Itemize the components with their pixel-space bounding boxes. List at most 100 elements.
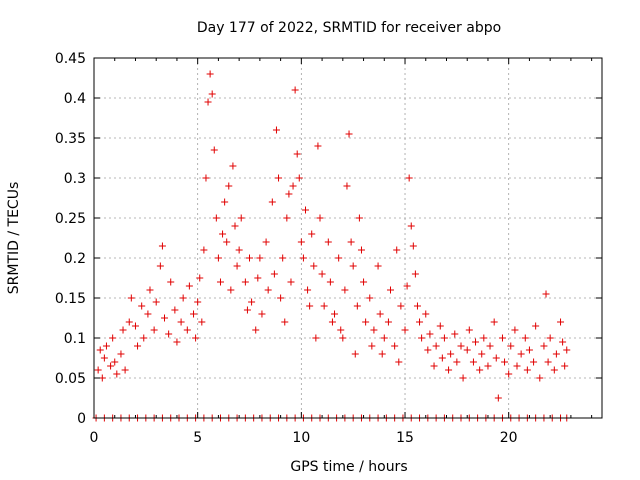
data-point xyxy=(109,334,117,342)
data-point xyxy=(113,370,121,378)
data-point xyxy=(140,334,148,342)
data-point xyxy=(111,358,119,366)
data-point xyxy=(472,338,480,346)
data-point xyxy=(521,334,529,342)
data-point xyxy=(179,294,187,302)
data-point xyxy=(453,358,461,366)
data-point xyxy=(223,238,231,246)
data-point xyxy=(156,262,164,270)
y-tick-label: 0.2 xyxy=(64,251,86,267)
data-point xyxy=(343,182,351,190)
data-point xyxy=(216,278,224,286)
data-point xyxy=(552,350,560,358)
y-tick-label: 0.05 xyxy=(55,371,86,387)
data-point xyxy=(200,246,208,254)
data-point xyxy=(463,346,471,354)
data-point xyxy=(409,242,417,250)
data-point xyxy=(308,230,316,238)
data-point xyxy=(440,334,448,342)
data-point xyxy=(297,238,305,246)
data-point xyxy=(237,214,245,222)
data-point xyxy=(204,98,212,106)
data-point xyxy=(134,342,142,350)
data-point xyxy=(374,262,382,270)
data-point xyxy=(301,206,309,214)
data-point xyxy=(384,318,392,326)
data-point xyxy=(347,238,355,246)
data-point xyxy=(351,350,359,358)
data-point xyxy=(268,198,276,206)
data-point xyxy=(457,342,465,350)
data-point xyxy=(119,326,127,334)
y-tick-label: 0 xyxy=(77,411,86,427)
data-point xyxy=(146,286,154,294)
data-point xyxy=(252,326,260,334)
data-point xyxy=(492,354,500,362)
data-point xyxy=(287,278,295,286)
data-point xyxy=(424,346,432,354)
data-point xyxy=(422,310,430,318)
data-point xyxy=(295,174,303,182)
data-point xyxy=(366,294,374,302)
data-point xyxy=(563,346,571,354)
y-tick-label: 0.4 xyxy=(64,91,86,107)
data-point xyxy=(221,198,229,206)
data-point xyxy=(525,346,533,354)
data-point xyxy=(277,294,285,302)
points-layer xyxy=(92,70,571,422)
data-point xyxy=(225,182,233,190)
data-point xyxy=(353,302,361,310)
data-point xyxy=(357,246,365,254)
ticks-layer: 0 0.05 0.1 0.15 0.2 0.25 0.3 0.35 0.4 0.45 0 5 10 15 2… xyxy=(55,51,602,446)
data-point xyxy=(173,338,181,346)
data-point xyxy=(206,70,214,78)
data-point xyxy=(459,374,467,382)
data-point xyxy=(219,230,227,238)
data-point xyxy=(391,342,399,350)
data-point xyxy=(559,338,567,346)
data-point xyxy=(177,318,185,326)
data-point xyxy=(254,274,262,282)
data-point xyxy=(192,334,200,342)
data-point xyxy=(370,326,378,334)
data-point xyxy=(231,222,239,230)
data-point xyxy=(355,214,363,222)
data-point xyxy=(117,350,125,358)
data-point xyxy=(513,362,521,370)
data-point xyxy=(320,302,328,310)
data-point xyxy=(96,346,104,354)
data-point xyxy=(490,318,498,326)
data-point xyxy=(270,270,278,278)
data-point xyxy=(324,238,332,246)
data-point xyxy=(331,310,339,318)
data-point xyxy=(523,366,531,374)
x-tick-label: 5 xyxy=(193,430,202,446)
data-point xyxy=(194,298,202,306)
data-point xyxy=(198,318,206,326)
data-point xyxy=(283,214,291,222)
data-point xyxy=(507,342,515,350)
data-point xyxy=(144,310,152,318)
data-point xyxy=(405,174,413,182)
data-point xyxy=(304,286,312,294)
grid-layer xyxy=(94,58,602,418)
data-point xyxy=(476,366,484,374)
data-point xyxy=(345,130,353,138)
data-point xyxy=(100,354,108,362)
data-point xyxy=(121,366,129,374)
data-point xyxy=(289,182,297,190)
data-point xyxy=(430,362,438,370)
y-axis-label: SRMTID / TECUs xyxy=(6,182,22,295)
data-point xyxy=(436,322,444,330)
data-point xyxy=(190,310,198,318)
data-point xyxy=(326,278,334,286)
chart-title: Day 177 of 2022, SRMTID for receiver abp… xyxy=(197,20,501,36)
data-point xyxy=(517,350,525,358)
y-tick-label: 0.15 xyxy=(55,291,86,307)
data-point xyxy=(478,350,486,358)
data-point xyxy=(360,278,368,286)
data-point xyxy=(299,254,307,262)
data-point xyxy=(125,318,133,326)
